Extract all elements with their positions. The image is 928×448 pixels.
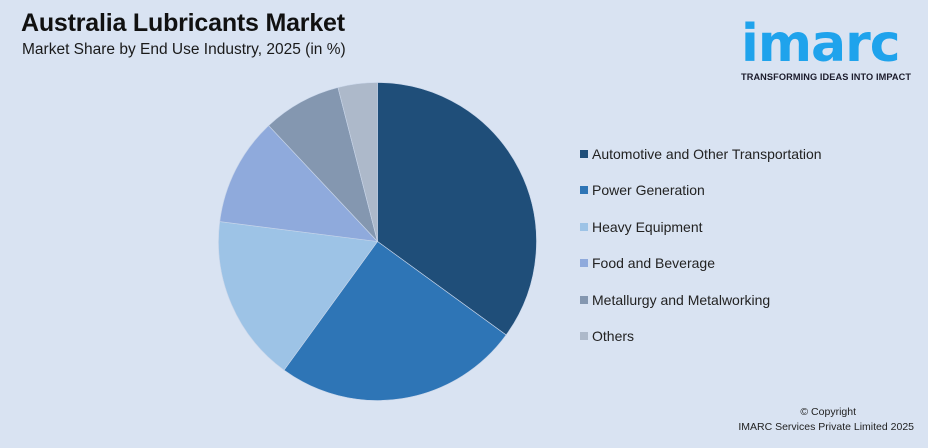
- legend-label: Power Generation: [592, 182, 705, 199]
- legend-item: Others: [580, 327, 822, 345]
- copyright-footer: © Copyright IMARC Services Private Limit…: [738, 405, 914, 435]
- legend-swatch-icon: [580, 259, 588, 268]
- chart-title: Australia Lubricants Market: [21, 9, 345, 37]
- legend-label: Heavy Equipment: [592, 218, 703, 235]
- logo-tagline: TRANSFORMING IDEAS INTO IMPACT: [741, 72, 912, 82]
- copyright-company: IMARC Services Private Limited 2025: [738, 421, 914, 433]
- legend-label: Metallurgy and Metalworking: [592, 291, 771, 308]
- pie-slice-food-and-beverage: [219, 125, 379, 242]
- pie-slice-automotive-and-other-transportation: [377, 82, 537, 336]
- legend-swatch-icon: [580, 295, 588, 304]
- legend-label: Food and Beverage: [592, 255, 715, 272]
- legend-label: Automotive and Other Transportation: [592, 146, 822, 162]
- legend-item: Power Generation: [580, 181, 822, 199]
- copyright-label: © Copyright: [800, 406, 856, 418]
- legend-item: Metallurgy and Metalworking: [580, 291, 822, 309]
- legend-swatch-icon: [580, 186, 588, 195]
- legend-swatch-icon: [580, 150, 588, 158]
- legend-item: Automotive and Other Transportation: [580, 145, 822, 163]
- chart-subtitle: Market Share by End Use Industry, 2025 (…: [22, 41, 346, 58]
- imarc-logo: imarc TRANSFORMING IDEAS INTO IMPACT: [738, 6, 920, 86]
- legend-item: Heavy Equipment: [580, 218, 822, 236]
- pie-slice-power-generation: [283, 241, 507, 401]
- legend-swatch-icon: [580, 331, 588, 340]
- legend-item: Food and Beverage: [580, 254, 822, 272]
- chart-legend: Automotive and Other Transportation Power…: [580, 145, 822, 363]
- logo-wordmark: imarc: [741, 14, 901, 74]
- pie-slice-others: [337, 82, 378, 242]
- pie-slice-heavy-equipment: [218, 221, 379, 371]
- legend-label: Others: [592, 327, 635, 344]
- legend-swatch-icon: [580, 222, 588, 231]
